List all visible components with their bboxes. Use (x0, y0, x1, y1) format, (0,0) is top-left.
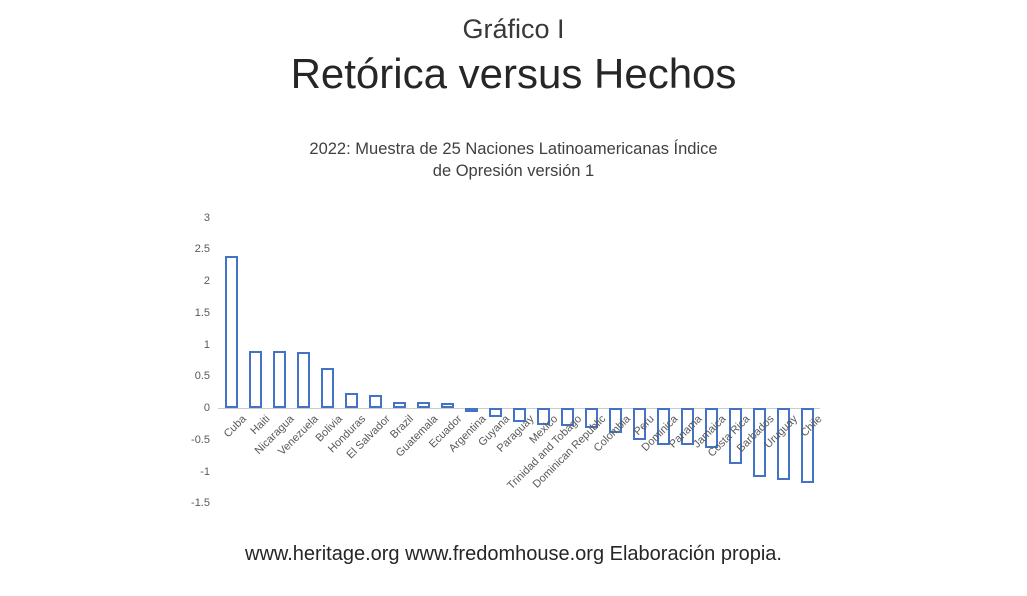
bar-guatemala (417, 401, 430, 408)
chart-subtitle-line2: de Opresión versión 1 (432, 161, 595, 180)
page-title: Retórica versus Hechos (290, 50, 737, 97)
y-axis-tick-label: 1 (203, 338, 210, 351)
y-axis-tick-label: 0.5 (194, 370, 210, 383)
bar-bolivia (321, 367, 334, 408)
y-axis-tick-label: 2.5 (194, 243, 210, 256)
bar-brazil (393, 401, 406, 408)
bar-panama (681, 408, 694, 445)
y-axis-tick-label: -1 (200, 465, 210, 478)
bar-jamaica (705, 408, 718, 448)
bar-costa-rica (729, 408, 742, 464)
bar-chile (801, 408, 814, 483)
bar-uruguay (777, 408, 790, 480)
bar-honduras (345, 392, 358, 408)
bar-el-salvador (369, 395, 382, 408)
chart-subtitle-line1: 2022: Muestra de 25 Naciones Latinoameri… (309, 140, 718, 158)
bar-haiti (249, 350, 262, 408)
y-axis-tick-label: 2 (203, 275, 210, 287)
chart-subtitle: 2022: Muestra de 25 Naciones Latinoameri… (0, 139, 1027, 183)
y-axis-tick-label: -0.5 (191, 433, 210, 446)
bar-trinidad-and-tobago (561, 408, 574, 427)
bar-dominica (657, 408, 670, 445)
chart-number-heading: Gráfico I (462, 14, 565, 44)
bar-ecuador (441, 402, 454, 408)
bar-peru (633, 408, 646, 440)
y-axis-tick-label: -1.5 (191, 497, 210, 510)
bar-guyana (489, 408, 502, 417)
bar-paraguay (513, 408, 526, 422)
bar-venezuela (297, 352, 310, 408)
bar-dominican-republic (585, 408, 598, 429)
bar-cuba (225, 255, 238, 408)
source-caption: www.heritage.org www.fredomhouse.org Ela… (245, 543, 782, 565)
y-axis-tick-label: 0 (203, 402, 210, 414)
bar-nicaragua (273, 350, 286, 408)
bar-colombia (609, 408, 622, 434)
bar-barbados (753, 408, 766, 478)
y-axis-tick-label: 3 (203, 211, 210, 224)
y-axis-tick-label: 1.5 (194, 306, 210, 319)
bar-mexico (537, 408, 550, 426)
bar-argentina (465, 408, 478, 412)
x-axis-label: Cuba (221, 413, 249, 441)
